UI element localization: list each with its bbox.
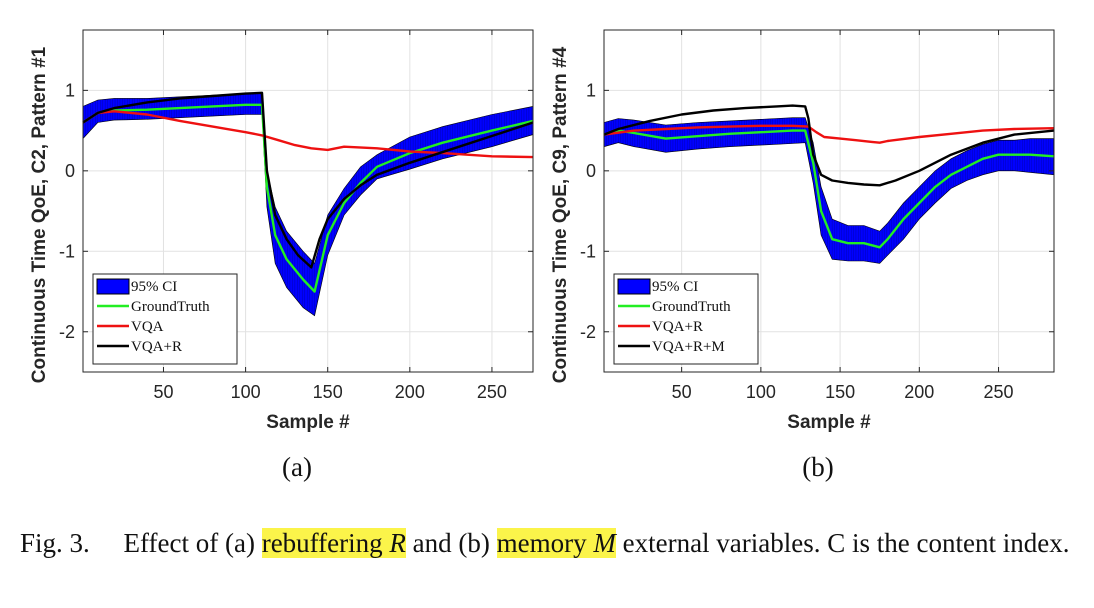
series-line-vqa-r	[82, 91, 534, 269]
y-tick-label: 0	[65, 161, 75, 181]
x-axis-label: Sample #	[787, 412, 871, 433]
x-tick-label: 200	[904, 382, 934, 402]
caption-mid: and (b)	[412, 528, 490, 558]
y-tick-label: -1	[59, 241, 75, 261]
axes-frame	[603, 29, 1055, 373]
caption-prefix: Fig. 3.	[20, 528, 90, 558]
chart-panel-b: 50 100 150 200 250 1 0 -1 -2 Sample # Continuous T…	[550, 29, 1055, 482]
legend-entry: GroundTruth	[652, 299, 731, 315]
caption-highlight-memory: memory M	[496, 528, 616, 558]
legend-swatch-ci	[617, 278, 651, 295]
x-tick-label: 50	[672, 382, 692, 402]
x-tick-label: 250	[477, 382, 507, 402]
y-axis-label: Continuous Time QoE, C9, Pattern #4	[550, 46, 571, 383]
x-tick-label: 50	[153, 382, 173, 402]
caption-memory-word: memory	[496, 528, 587, 558]
legend-entry: VQA	[131, 319, 164, 335]
panel-label: (b)	[802, 452, 833, 482]
legend-entry: 95% CI	[652, 279, 698, 295]
caption-memory-var: M	[593, 528, 616, 558]
figure-caption: Fig. 3. Effect of (a) rebuffering R and …	[20, 527, 1080, 560]
series-line-vqa-r-m	[603, 104, 1055, 187]
x-axis-label: Sample #	[266, 412, 350, 433]
legend-swatch-ci	[96, 278, 130, 295]
legend: 95% CI GroundTruth VQA VQA+R	[92, 273, 238, 365]
y-tick-label: -2	[59, 322, 75, 342]
y-tick-label: 1	[65, 80, 75, 100]
panel-label: (a)	[282, 452, 312, 482]
x-tick-label: 100	[231, 382, 261, 402]
y-tick-label: -2	[580, 322, 596, 342]
y-tick-label: 0	[586, 161, 596, 181]
caption-rest: external variables. C is the content ind…	[622, 528, 1070, 558]
y-axis-label: Continuous Time QoE, C2, Pattern #1	[29, 46, 50, 383]
x-tick-label: 250	[984, 382, 1014, 402]
caption-highlight-rebuffering: rebuffering R	[261, 528, 406, 558]
legend-entry: VQA+R	[131, 339, 182, 355]
x-tick-label: 100	[746, 382, 776, 402]
legend-entry: GroundTruth	[131, 299, 210, 315]
caption-text-a: Effect of (a)	[123, 528, 255, 558]
legend-entry: VQA+R+M	[652, 339, 725, 355]
series-line-groundtruth	[603, 129, 1055, 249]
legend-entry: 95% CI	[131, 279, 177, 295]
chart-panel-a: 50 100 150 200 250 1 0 -1 -2 Sample # Continuous T…	[29, 29, 534, 482]
axes-frame	[82, 29, 534, 373]
caption-rebuffering-word: rebuffering	[261, 528, 383, 558]
x-tick-label: 200	[395, 382, 425, 402]
y-tick-label: 1	[586, 80, 596, 100]
legend-entry: VQA+R	[652, 319, 703, 335]
x-tick-label: 150	[313, 382, 343, 402]
legend: 95% CI GroundTruth VQA+R VQA+R+M	[613, 273, 759, 365]
series-line-vqa-r	[603, 124, 1055, 144]
series-line-groundtruth	[82, 103, 534, 293]
series-line-vqa	[82, 110, 534, 159]
caption-rebuffering-var: R	[389, 528, 406, 558]
y-tick-label: -1	[580, 241, 596, 261]
x-tick-label: 150	[825, 382, 855, 402]
